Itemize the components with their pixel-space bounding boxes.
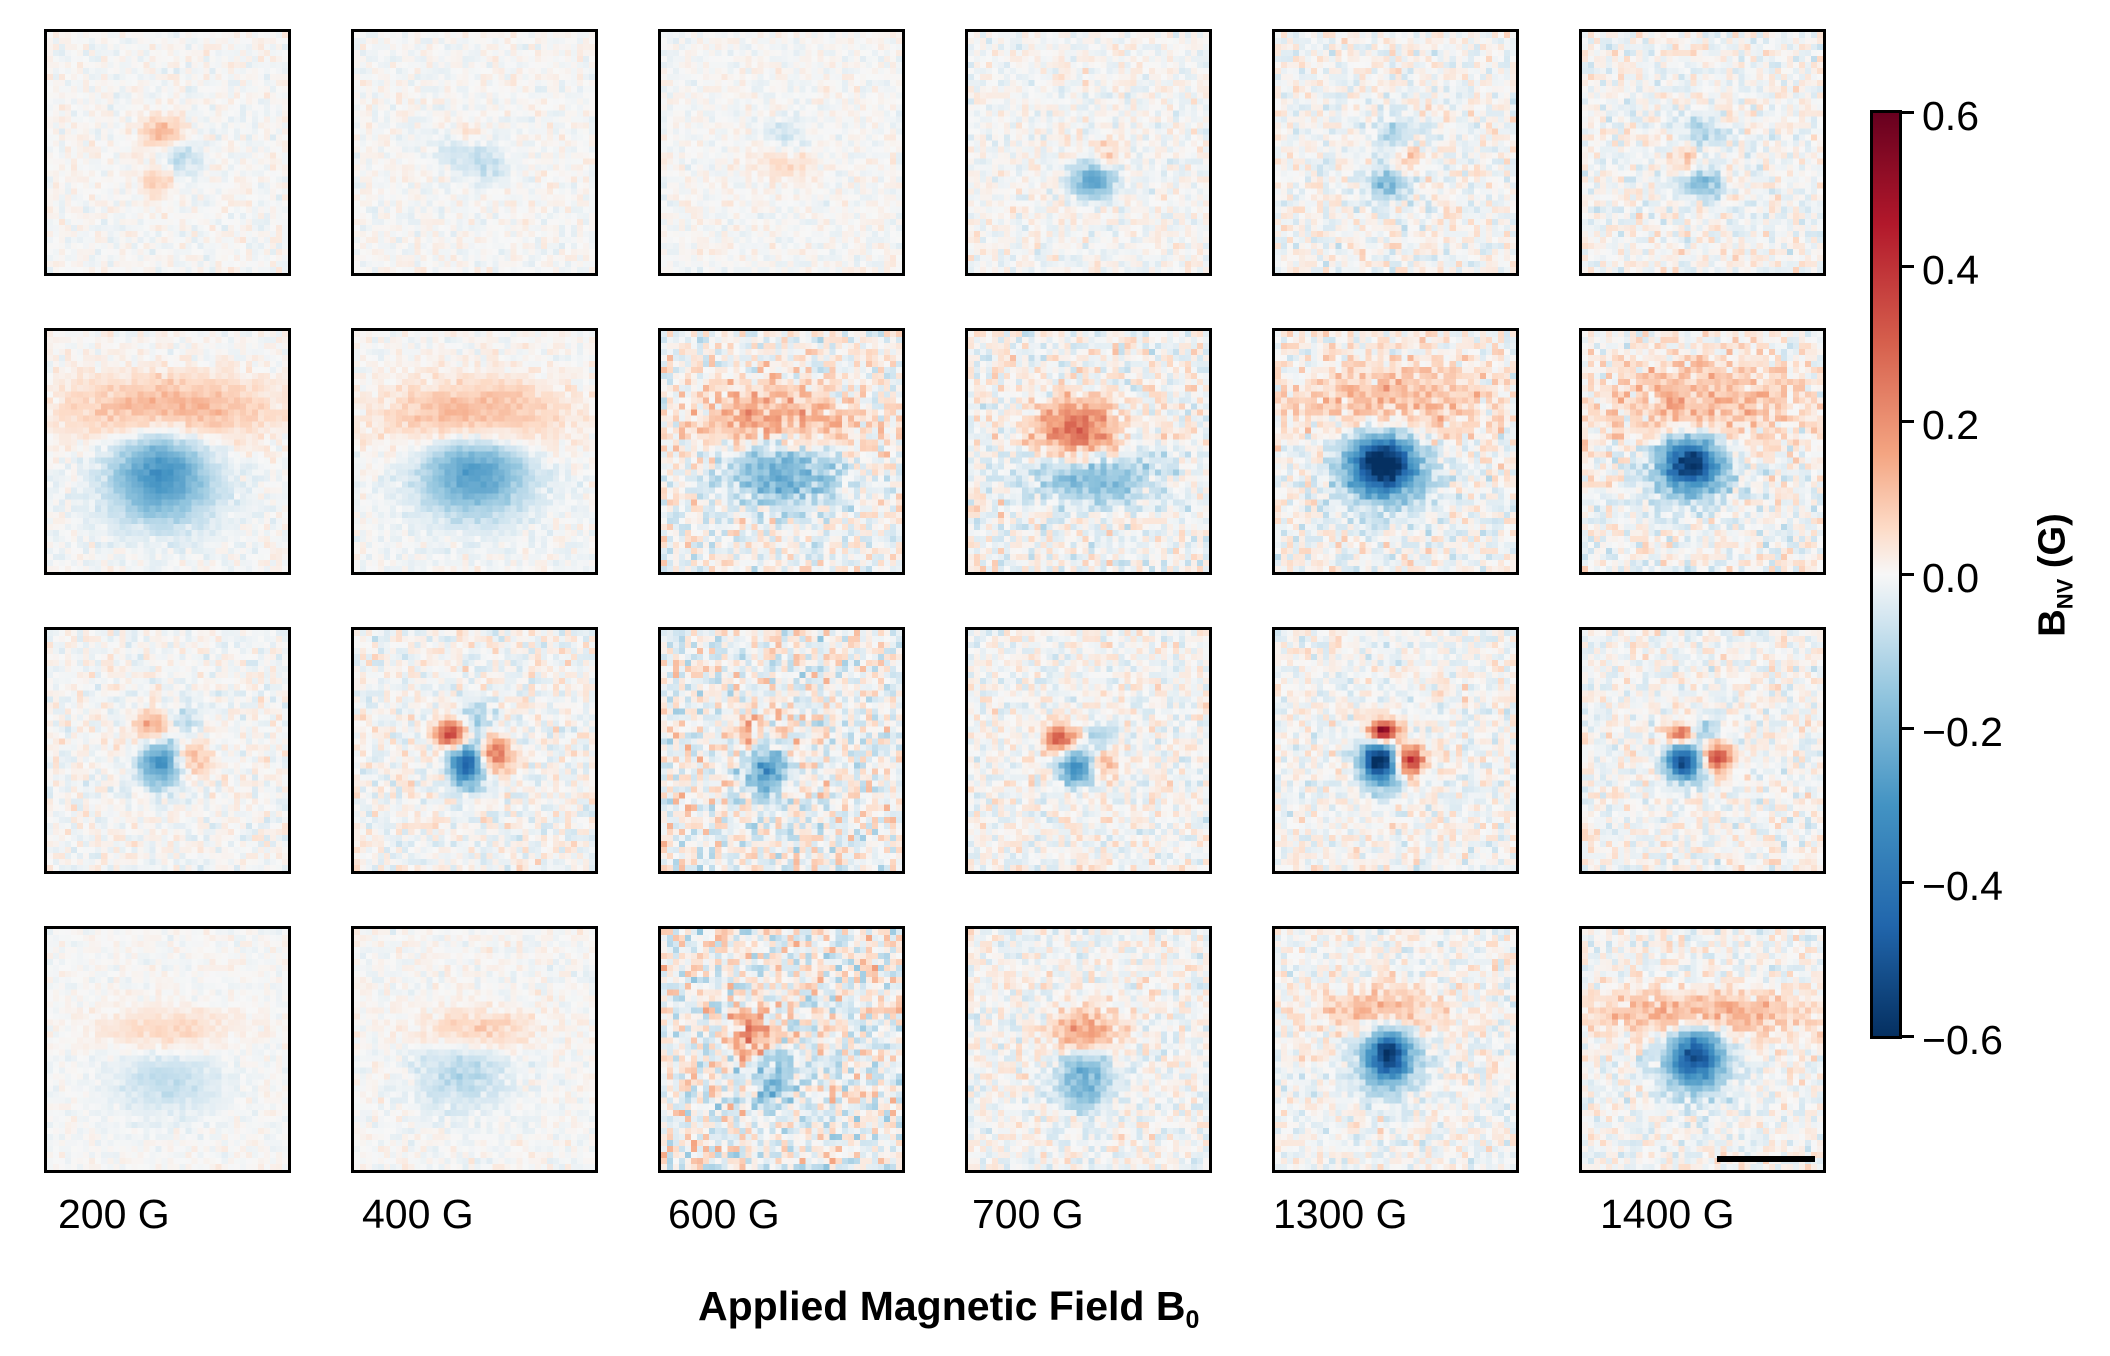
colorbar-tick-label: −0.2 (1922, 712, 2003, 753)
scale-bar (1717, 1156, 1815, 1162)
heatmap-panel-r4-700g (965, 926, 1212, 1173)
colorbar-tick-label: 0.2 (1922, 405, 1979, 446)
column-label-700g: 700 G (972, 1194, 1084, 1235)
heatmap-panel-r3-1300g (1272, 627, 1519, 874)
heatmap-panel-r4-200g (44, 926, 291, 1173)
heatmap-panel-r1-600g (658, 29, 905, 276)
column-label-1400g: 1400 G (1600, 1194, 1735, 1235)
heatmap-panel-r3-400g (351, 627, 598, 874)
heatmap-panel-r2-600g (658, 328, 905, 575)
column-label-600g: 600 G (668, 1194, 780, 1235)
heatmap-panel-r1-700g (965, 29, 1212, 276)
heatmap-panel-r1-1400g (1579, 29, 1826, 276)
heatmap-panel-r2-1300g (1272, 328, 1519, 575)
heatmap-panel-r2-700g (965, 328, 1212, 575)
heatmap-panel-r2-400g (351, 328, 598, 575)
colorbar-tick (1902, 420, 1914, 423)
heatmap-grid (44, 29, 1826, 1173)
heatmap-panel-r3-200g (44, 627, 291, 874)
colorbar-tick (1902, 265, 1914, 268)
colorbar-tick (1902, 573, 1914, 576)
heatmap-panel-r1-200g (44, 29, 291, 276)
heatmap-panel-r3-600g (658, 627, 905, 874)
colorbar-tick (1902, 1035, 1914, 1038)
heatmap-panel-r3-700g (965, 627, 1212, 874)
colorbar-tick-label: 0.0 (1922, 558, 1979, 599)
heatmap-panel-r3-1400g (1579, 627, 1826, 874)
heatmap-panel-r2-1400g (1579, 328, 1826, 575)
colorbar-tick (1902, 111, 1914, 114)
heatmap-panel-r1-1300g (1272, 29, 1519, 276)
heatmap-panel-r4-1300g (1272, 926, 1519, 1173)
colorbar-tick-label: −0.6 (1922, 1020, 2003, 1061)
column-label-200g: 200 G (58, 1194, 170, 1235)
heatmap-panel-r1-400g (351, 29, 598, 276)
colorbar-tick-label: 0.4 (1922, 250, 1979, 291)
heatmap-panel-r4-1400g (1579, 926, 1826, 1173)
heatmap-panel-r2-200g (44, 328, 291, 575)
colorbar-label: BNV (G) (2032, 513, 2079, 636)
column-label-1300g: 1300 G (1273, 1194, 1408, 1235)
colorbar-tick (1902, 881, 1914, 884)
x-axis-label: Applied Magnetic Field B0 (698, 1283, 1199, 1335)
heatmap-panel-r4-600g (658, 926, 905, 1173)
colorbar (1870, 110, 1902, 1039)
colorbar-tick-label: −0.4 (1922, 866, 2003, 907)
heatmap-panel-r4-400g (351, 926, 598, 1173)
colorbar-tick (1902, 727, 1914, 730)
column-label-400g: 400 G (362, 1194, 474, 1235)
colorbar-tick-label: 0.6 (1922, 96, 1979, 137)
